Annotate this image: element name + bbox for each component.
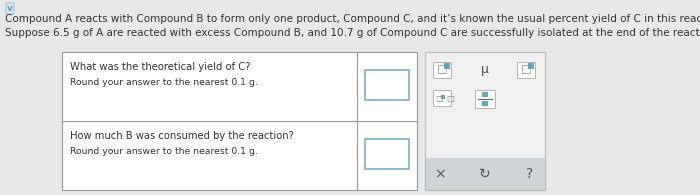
Text: ↻: ↻	[480, 167, 491, 181]
Bar	[444, 63, 450, 69]
Bar	[441, 95, 445, 99]
Text: Compound A reacts with Compound B to form only one product, Compound C, and it’s: Compound A reacts with Compound B to for…	[5, 14, 700, 24]
Text: What was the theoretical yield of C?: What was the theoretical yield of C?	[70, 62, 251, 72]
Bar	[482, 92, 488, 97]
Bar	[433, 62, 451, 78]
Bar	[425, 158, 545, 190]
Bar	[528, 63, 534, 69]
Text: Suppose 6.5 g of A are reacted with excess Compound B, and 10.7 g of Compound C : Suppose 6.5 g of A are reacted with exce…	[5, 28, 700, 38]
Bar	[433, 90, 451, 106]
Text: Round your answer to the nearest 0.1 g.: Round your answer to the nearest 0.1 g.	[70, 147, 258, 156]
Text: □: □	[435, 93, 443, 103]
Text: ?: ?	[526, 167, 533, 181]
Bar	[517, 62, 535, 78]
Bar	[365, 70, 409, 100]
Bar	[425, 52, 545, 190]
Text: v: v	[7, 4, 13, 13]
Text: Round your answer to the nearest 0.1 g.: Round your answer to the nearest 0.1 g.	[70, 78, 258, 87]
Bar	[62, 52, 417, 190]
Text: □: □	[437, 63, 447, 73]
Bar	[425, 52, 545, 190]
Text: □: □	[446, 93, 454, 103]
Bar	[482, 101, 488, 106]
Text: How much B was consumed by the reaction?: How much B was consumed by the reaction?	[70, 131, 294, 141]
Bar	[475, 90, 495, 108]
Text: ×: ×	[434, 167, 446, 181]
Bar	[365, 139, 409, 169]
Text: □: □	[521, 63, 531, 73]
Text: μ: μ	[481, 64, 489, 76]
